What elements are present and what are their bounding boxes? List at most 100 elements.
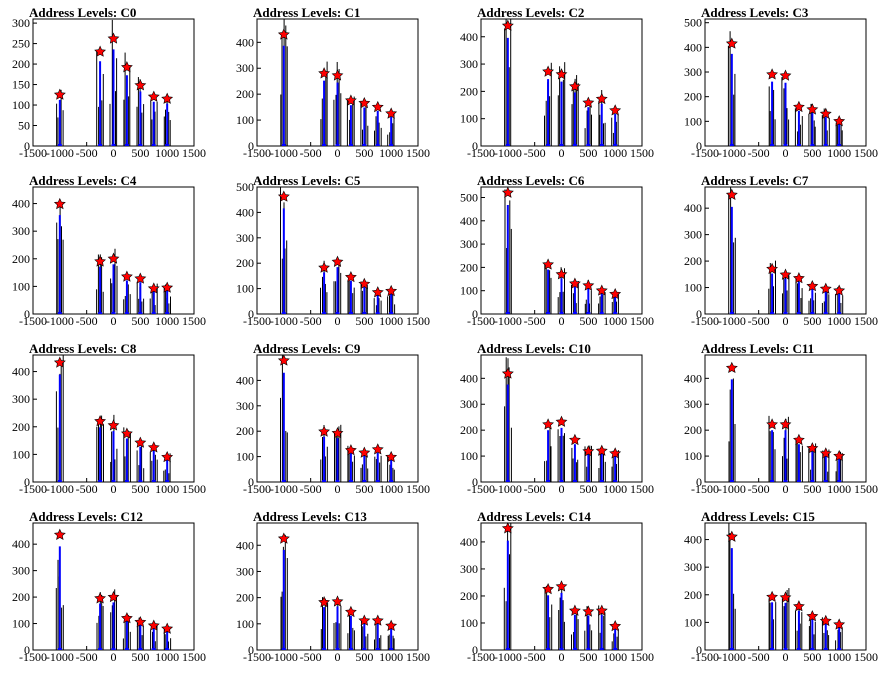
x-tick-label: 1500 <box>854 650 878 664</box>
y-tick-label: 300 <box>460 562 478 576</box>
level-cluster <box>806 610 819 650</box>
y-tick-label: 0 <box>248 643 254 657</box>
peak-marker <box>542 258 554 270</box>
y-tick-label: 0 <box>696 307 702 321</box>
y-tick-label: 200 <box>684 254 702 268</box>
x-tick-label: 500 <box>355 650 373 664</box>
level-cluster <box>569 604 581 650</box>
x-tick-label: -500 <box>300 314 322 328</box>
x-tick-label: -500 <box>524 146 546 160</box>
level-cluster <box>318 425 330 482</box>
peak-marker <box>819 447 832 459</box>
x-tick-label: 0 <box>559 146 565 160</box>
peak-marker <box>121 61 133 73</box>
x-tick-label: -1000 <box>270 482 298 496</box>
chart-panel-c10: Address Levels: C10 0 100 200 300 400 -1500-10… <box>460 341 654 496</box>
chart-title: Address Levels: C2 <box>477 5 584 20</box>
y-tick-label: 100 <box>684 449 702 463</box>
peak-marker <box>345 270 357 283</box>
x-tick-label: -500 <box>748 314 770 328</box>
level-cluster <box>331 424 344 482</box>
x-tick-label: -1000 <box>718 482 746 496</box>
x-tick-label: 1500 <box>406 314 430 328</box>
peak-marker <box>94 415 106 427</box>
y-tick-label: 400 <box>684 371 702 385</box>
y-tick-label: 300 <box>12 564 30 578</box>
chart-panel-c7: Address Levels: C7 0 100 200 300 400 -1500-100… <box>684 173 878 328</box>
x-tick-label: -500 <box>748 482 770 496</box>
y-tick-label: 100 <box>460 112 478 126</box>
level-cluster <box>147 90 160 146</box>
peak-marker <box>806 103 819 115</box>
y-tick-label: 200 <box>12 590 30 604</box>
y-tick-label: 400 <box>460 30 478 44</box>
level-cluster <box>53 197 66 314</box>
y-tick-label: 400 <box>236 205 254 219</box>
peak-marker <box>793 600 805 612</box>
y-tick-label: 500 <box>236 180 254 194</box>
level-cluster <box>53 355 66 482</box>
x-tick-label: -500 <box>300 650 322 664</box>
peak-marker <box>147 90 160 102</box>
level-cluster <box>806 279 819 314</box>
level-cluster <box>779 268 792 314</box>
level-cluster <box>501 522 514 650</box>
peak-marker <box>107 252 120 264</box>
y-tick-label: 0 <box>472 139 478 153</box>
x-tick-label: -1500 <box>243 482 271 496</box>
x-tick-label: -1000 <box>270 314 298 328</box>
peak-marker <box>609 447 622 459</box>
chart-title: Address Levels: C11 <box>701 341 814 356</box>
peak-marker <box>385 107 398 119</box>
level-cluster <box>793 100 805 146</box>
level-cluster <box>582 605 595 650</box>
peak-marker <box>385 284 398 297</box>
y-tick-label: 300 <box>236 399 254 413</box>
x-tick-label: 500 <box>803 314 821 328</box>
y-tick-label: 300 <box>236 61 254 75</box>
peak-marker <box>147 441 160 453</box>
x-tick-label: -1500 <box>467 482 495 496</box>
y-tick-label: 200 <box>460 260 478 274</box>
y-tick-label: 0 <box>24 475 30 489</box>
x-tick-label: 0 <box>335 314 341 328</box>
peak-marker <box>121 612 133 624</box>
peak-marker <box>331 255 344 267</box>
level-cluster <box>569 75 581 146</box>
chart-panel-c3: Address Levels: C30100200300400500-1500-… <box>684 5 878 160</box>
level-cluster <box>345 94 357 146</box>
peak-marker <box>331 69 344 81</box>
level-cluster <box>833 449 846 482</box>
x-tick-label: -1000 <box>718 146 746 160</box>
level-cluster <box>779 588 792 650</box>
x-tick-label: 1000 <box>155 650 179 664</box>
peak-marker <box>331 426 344 439</box>
level-cluster <box>806 442 819 482</box>
chart-panel-c1: Address Levels: C1 0 100 200 300 400 -1500-100… <box>236 5 430 160</box>
y-tick-label: 0 <box>24 643 30 657</box>
y-tick-label: 200 <box>12 420 30 434</box>
peak-marker <box>542 65 554 77</box>
x-tick-label: 1000 <box>603 650 627 664</box>
level-cluster <box>94 45 106 146</box>
y-tick-label: 200 <box>460 84 478 98</box>
y-tick-label: 200 <box>684 588 702 602</box>
peak-marker <box>569 80 581 92</box>
x-tick-label: 1000 <box>603 314 627 328</box>
peak-marker <box>501 367 514 379</box>
x-tick-label: -1500 <box>467 146 495 160</box>
x-tick-label: 0 <box>335 146 341 160</box>
level-cluster <box>345 444 357 482</box>
x-tick-label: 0 <box>783 146 789 160</box>
x-tick-label: 500 <box>131 314 149 328</box>
x-tick-label: 1000 <box>379 146 403 160</box>
peak-marker <box>609 104 622 116</box>
y-tick-label: 0 <box>24 307 30 321</box>
peak-marker <box>107 32 120 44</box>
y-tick-label: 100 <box>684 615 702 629</box>
peak-marker <box>833 449 846 462</box>
x-tick-label: 1000 <box>827 482 851 496</box>
peak-marker <box>569 277 581 289</box>
peak-marker <box>358 277 371 290</box>
chart-panel-c15: Address Levels: C15 0 100 200 300 400 -1500-10… <box>684 509 878 664</box>
